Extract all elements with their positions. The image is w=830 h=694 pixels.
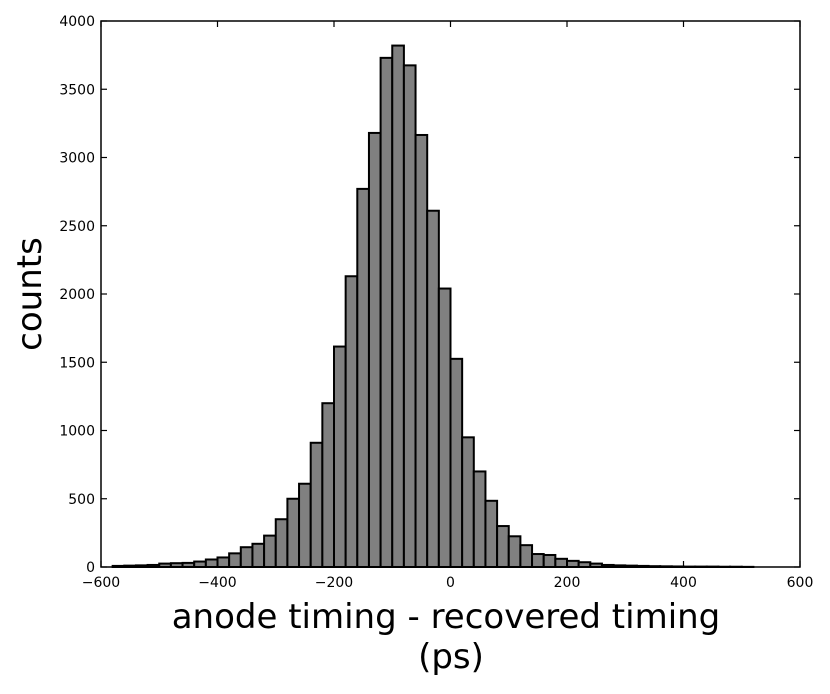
histogram-bar <box>241 547 253 567</box>
y-tick-label: 2000 <box>59 287 95 303</box>
x-axis-label-line-2: (ps) <box>418 637 484 677</box>
histogram-bar <box>194 562 206 567</box>
histogram-bar <box>334 347 346 567</box>
x-tick-label: −200 <box>315 575 353 591</box>
x-tick-label: −400 <box>198 575 236 591</box>
x-tick-label: 200 <box>554 575 581 591</box>
histogram-bar <box>252 544 264 567</box>
histogram-bar <box>229 553 241 567</box>
histogram-bar <box>462 437 474 567</box>
histogram-bar <box>381 58 393 567</box>
x-tick-label: 400 <box>670 575 697 591</box>
x-axis-label-line-1: anode timing - recovered timing <box>172 597 721 637</box>
y-tick-label: 2500 <box>59 219 95 235</box>
histogram-bar <box>451 359 463 567</box>
histogram-bar <box>509 536 521 567</box>
histogram-bar <box>532 554 544 567</box>
histogram-bar <box>567 561 579 567</box>
histogram-bar <box>485 501 497 567</box>
histogram-bar <box>206 559 218 567</box>
histogram-bar <box>404 65 416 567</box>
y-tick-label: 1500 <box>59 355 95 371</box>
histogram-bars <box>113 46 754 567</box>
x-tick-label: 0 <box>446 575 455 591</box>
y-tick-label: 3000 <box>59 151 95 167</box>
histogram-bar <box>311 443 323 567</box>
histogram-bar <box>299 484 311 567</box>
histogram-bar <box>357 189 369 567</box>
histogram-bar <box>544 555 556 567</box>
histogram-bar <box>369 133 381 567</box>
histogram-bar <box>264 536 276 567</box>
histogram-bar <box>427 211 439 567</box>
histogram-bar <box>416 135 428 567</box>
x-tick-label: 600 <box>787 575 814 591</box>
y-tick-label: 500 <box>68 492 95 508</box>
y-axis-label: counts <box>10 237 50 351</box>
y-tick-label: 3500 <box>59 82 95 98</box>
histogram-bar <box>392 46 404 567</box>
x-tick-label: −600 <box>82 575 120 591</box>
histogram-bar <box>555 559 567 567</box>
histogram-bar <box>346 276 358 567</box>
histogram-bar <box>474 471 486 567</box>
histogram-bar <box>439 289 451 567</box>
histogram-bar <box>218 557 230 567</box>
histogram-bar <box>322 403 334 567</box>
y-tick-label: 1000 <box>59 424 95 440</box>
histogram-bar <box>520 545 532 567</box>
histogram-bar <box>497 526 509 567</box>
histogram-bar <box>276 519 288 567</box>
y-tick-label: 0 <box>86 560 95 576</box>
y-tick-label: 4000 <box>59 14 95 30</box>
histogram-bar <box>287 499 299 567</box>
